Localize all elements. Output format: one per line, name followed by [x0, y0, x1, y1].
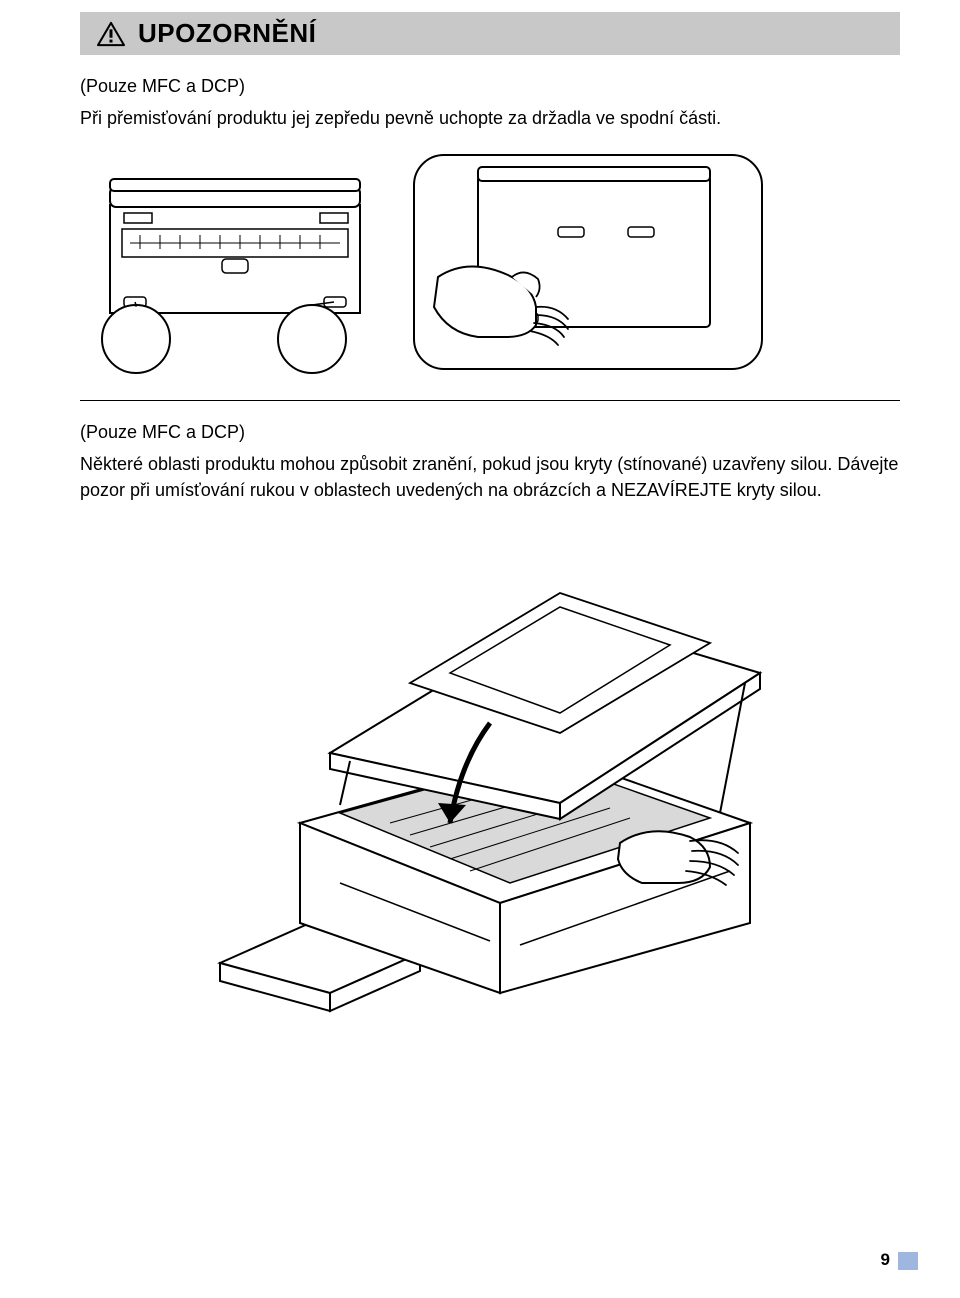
hand-grip-illustration [408, 147, 768, 382]
section-divider [80, 400, 900, 401]
page-number: 9 [881, 1250, 890, 1270]
section1-subtitle: (Pouze MFC a DCP) [80, 73, 900, 99]
caution-title: UPOZORNĚNÍ [138, 18, 316, 49]
printer-front-illustration [80, 147, 390, 382]
illustration-row-1 [80, 147, 900, 382]
section2-subtitle: (Pouze MFC a DCP) [80, 419, 900, 445]
section1-text: Při přemisťování produktu jej zepředu pe… [80, 105, 900, 131]
manual-page: UPOZORNĚNÍ (Pouze MFC a DCP) Při přemisť… [0, 12, 960, 1298]
section2-text: Některé oblasti produktu mohou způsobit … [80, 451, 900, 503]
warning-icon [96, 21, 126, 47]
illustration-2-wrap [80, 523, 900, 1048]
printer-open-lid-illustration [190, 523, 790, 1048]
page-tab [898, 1252, 918, 1270]
caution-header: UPOZORNĚNÍ [80, 12, 900, 55]
